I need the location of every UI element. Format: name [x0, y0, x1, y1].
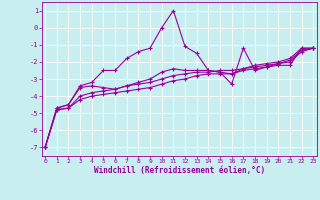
X-axis label: Windchill (Refroidissement éolien,°C): Windchill (Refroidissement éolien,°C)	[94, 166, 265, 175]
